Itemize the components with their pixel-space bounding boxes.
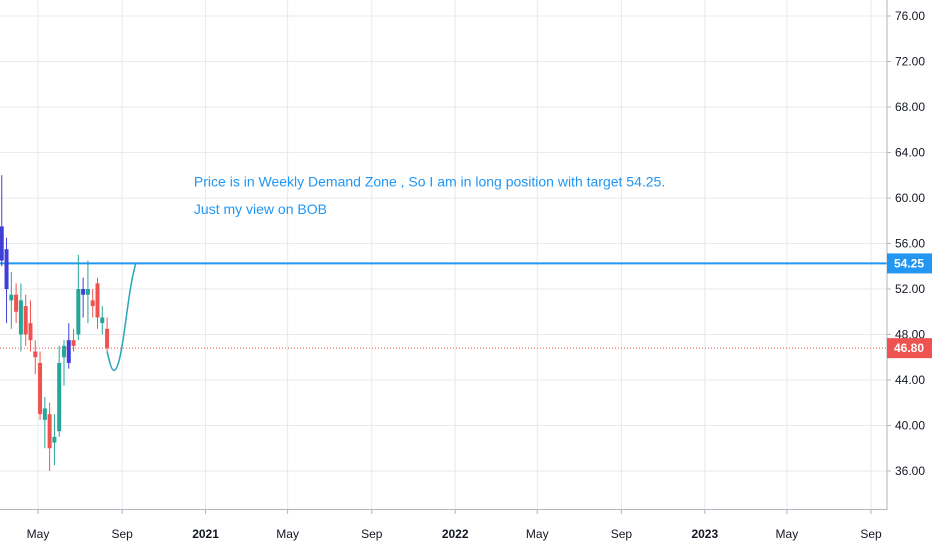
annotations-layer: Price is in Weekly Demand Zone , So I am… [194,174,665,217]
candle-body [33,351,38,358]
time-tick-label: Sep [111,527,133,541]
candle-body [66,340,71,363]
annotation-text: Price is in Weekly Demand Zone , So I am… [194,174,665,190]
price-tick-label: 60.00 [895,191,925,205]
candle-body [47,414,52,449]
time-axis-bg [0,510,932,550]
price-badges: 54.25 46.80 [887,253,932,359]
candle-body [42,408,47,420]
candle-body [9,294,14,301]
candle-body [38,362,43,415]
time-tick-label: Sep [361,527,383,541]
candle-body [95,283,100,318]
price-badge-label: 54.25 [894,256,924,270]
grid-layer [0,0,887,510]
time-tick-label: May [526,527,549,541]
candle-body [23,306,28,335]
time-tick-label: Sep [611,527,633,541]
price-badge-54.25 [887,253,932,274]
price-lines-layer [0,262,887,349]
time-tick-label: Sep [860,527,882,541]
candle-body [85,289,90,295]
projection-curve [106,262,137,372]
candle-body [52,436,57,443]
time-tick-label: May [27,527,50,541]
candle-body [57,362,62,432]
price-tick-label: 56.00 [895,237,925,251]
candle-body [81,289,86,295]
candles-layer [0,175,110,471]
time-tick-label: 2023 [691,527,718,541]
price-tick-label: 52.00 [895,282,925,296]
price-tick-label: 40.00 [895,419,925,433]
price-tick-label: 48.00 [895,328,925,342]
price-axis[interactable]: 76.00 72.00 68.00 64.00 60.00 56.00 52.00 48.00… [887,9,925,478]
candle-body [14,294,19,312]
price-badge-46.80 [887,338,932,359]
price-tick-label: 44.00 [895,373,925,387]
candle-body [90,300,95,307]
candle-body [0,226,4,261]
candle-body [105,328,110,349]
price-badge-label: 46.80 [894,341,924,355]
candle-body [76,289,81,335]
candle-body [4,249,9,289]
candle-body [100,317,105,324]
time-tick-label: May [276,527,299,541]
time-axis[interactable]: May Sep 2021 May Sep 2022 May Sep 2023 May Sep [27,510,882,541]
price-tick-label: 72.00 [895,55,925,69]
candle-body [18,300,23,335]
projection-layer [106,262,137,372]
time-tick-label: 2022 [442,527,469,541]
candle-body [28,323,33,341]
price-tick-label: 64.00 [895,146,925,160]
time-tick-label: 2021 [192,527,219,541]
time-tick-label: May [776,527,799,541]
candle-body [71,340,76,346]
annotation-text: Just my view on BOB [194,201,327,217]
price-tick-label: 36.00 [895,464,925,478]
candle-body [61,345,66,358]
price-tick-label: 68.00 [895,100,925,114]
price-tick-label: 76.00 [895,9,925,23]
